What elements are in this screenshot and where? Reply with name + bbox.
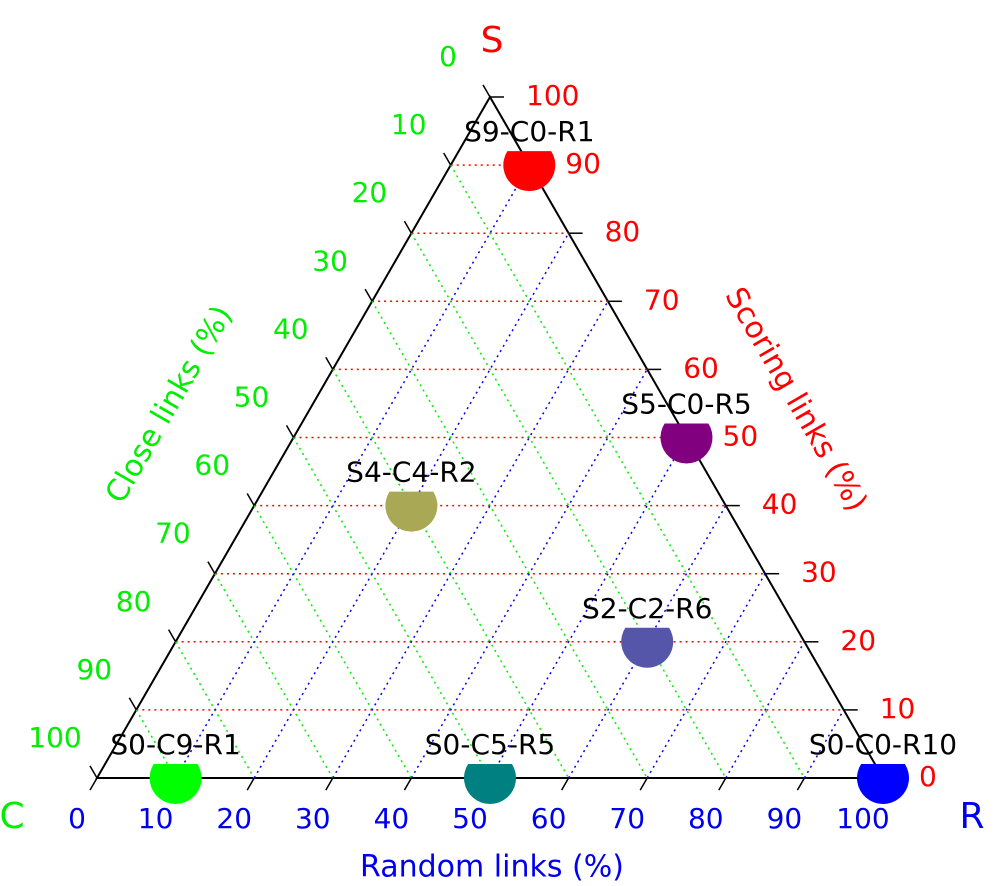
tick-label: 60 bbox=[683, 351, 719, 384]
tick-mark bbox=[403, 220, 413, 234]
marker bbox=[621, 627, 674, 668]
grid-line bbox=[725, 641, 806, 779]
tick-label: 70 bbox=[155, 517, 191, 550]
tick-label: 70 bbox=[609, 802, 645, 835]
tick-mark bbox=[89, 765, 98, 779]
tick-mark bbox=[796, 777, 806, 791]
vertex-label: C bbox=[0, 796, 25, 837]
tick-label: 100 bbox=[526, 79, 579, 112]
grid-line bbox=[450, 164, 806, 779]
grid-line bbox=[174, 164, 530, 779]
tick-label: 0 bbox=[919, 760, 937, 793]
point-label: S9-C0-R1 bbox=[464, 115, 594, 148]
tick-mark bbox=[560, 777, 570, 791]
tick-mark bbox=[128, 697, 137, 711]
tick-label: 80 bbox=[605, 215, 641, 248]
tick-label: 50 bbox=[723, 420, 759, 453]
tick-label: 10 bbox=[138, 802, 174, 835]
tick-label: 80 bbox=[116, 585, 152, 618]
tick-mark bbox=[89, 777, 98, 791]
tick-mark bbox=[443, 152, 452, 166]
tick-label: 100 bbox=[28, 721, 81, 754]
vertex-label: R bbox=[959, 796, 984, 837]
tick-mark bbox=[246, 493, 255, 506]
triangle-frame bbox=[95, 94, 885, 779]
tick-label: 20 bbox=[216, 802, 252, 835]
tick-mark bbox=[718, 777, 727, 791]
tick-mark bbox=[285, 425, 295, 438]
tick-mark bbox=[482, 84, 491, 98]
tick-label: 40 bbox=[273, 312, 309, 345]
marker bbox=[463, 764, 516, 805]
tick-label: 40 bbox=[762, 488, 798, 521]
tick-mark bbox=[167, 629, 177, 643]
tick-label: 50 bbox=[452, 802, 488, 835]
tick-label: 20 bbox=[840, 624, 876, 657]
point-label: S0-C5-R5 bbox=[425, 728, 555, 761]
point-label: S2-C2-R6 bbox=[582, 592, 712, 625]
tick-label: 70 bbox=[644, 283, 680, 316]
tick-label: 20 bbox=[352, 176, 388, 209]
marker bbox=[660, 423, 713, 464]
tick-label: 50 bbox=[234, 381, 270, 414]
tick-label: 0 bbox=[68, 802, 86, 835]
tick-mark bbox=[246, 777, 255, 791]
marker bbox=[149, 764, 202, 805]
tick-label: 90 bbox=[767, 802, 803, 835]
tick-label: 30 bbox=[312, 244, 348, 277]
tick-label: 90 bbox=[565, 147, 601, 180]
tick-label: 10 bbox=[391, 108, 427, 141]
tick-mark bbox=[325, 356, 334, 370]
tick-mark bbox=[207, 561, 216, 575]
tick-label: 30 bbox=[295, 802, 331, 835]
marker bbox=[385, 491, 438, 532]
vertex-label: S bbox=[481, 20, 504, 61]
point-label: S0-C0-R10 bbox=[809, 728, 957, 761]
tick-label: 90 bbox=[76, 653, 112, 686]
tick-label: 10 bbox=[880, 692, 916, 725]
tick-label: 40 bbox=[374, 802, 410, 835]
grid-line bbox=[410, 369, 648, 779]
tick-label: 100 bbox=[836, 802, 889, 835]
marker bbox=[857, 764, 909, 805]
axis-title: Random links (%) bbox=[360, 850, 624, 885]
grid-line bbox=[135, 709, 177, 779]
point-label: S4-C4-R2 bbox=[346, 456, 476, 489]
tick-label: 60 bbox=[194, 449, 230, 482]
tick-label: 80 bbox=[688, 802, 724, 835]
grid-line bbox=[332, 300, 609, 779]
grid-line bbox=[803, 709, 845, 779]
tick-label: 0 bbox=[439, 40, 457, 73]
marker bbox=[503, 151, 556, 192]
grid-line bbox=[371, 300, 648, 779]
point-label: S5-C0-R5 bbox=[621, 388, 751, 421]
tick-mark bbox=[364, 288, 373, 302]
tick-mark bbox=[403, 777, 413, 791]
tick-mark bbox=[639, 777, 648, 791]
point-label: S0-C9-R1 bbox=[110, 728, 240, 761]
tick-label: 30 bbox=[801, 556, 837, 589]
tick-label: 60 bbox=[531, 802, 567, 835]
tick-mark bbox=[325, 777, 334, 791]
